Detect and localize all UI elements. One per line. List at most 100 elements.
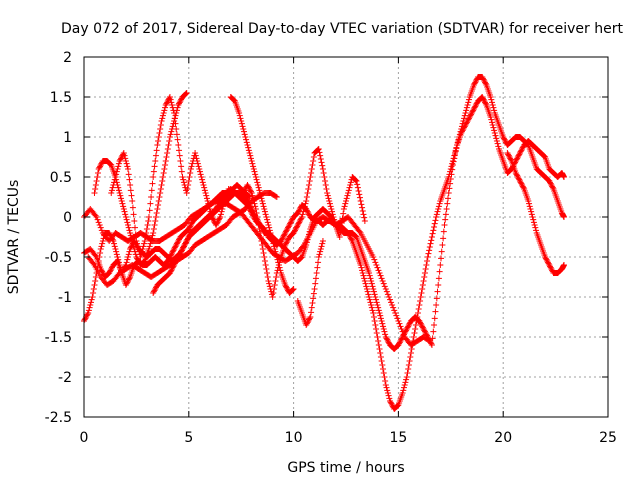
plus-marker (517, 148, 524, 155)
plus-marker (506, 154, 513, 160)
plus-marker (365, 291, 372, 298)
plus-marker (429, 335, 436, 342)
plus-marker (310, 158, 317, 164)
plus-marker (108, 264, 115, 271)
plus-marker (432, 217, 439, 224)
plus-marker (120, 203, 127, 210)
plus-marker (345, 230, 352, 236)
plus-marker (282, 282, 289, 288)
plus-marker (303, 198, 310, 204)
plus-marker (419, 282, 426, 288)
plus-marker (377, 354, 384, 360)
plus-marker (257, 230, 264, 236)
plus-marker (343, 198, 349, 204)
plus-marker (387, 296, 394, 303)
plus-marker (215, 202, 222, 208)
plus-marker (396, 340, 403, 347)
plus-marker (99, 240, 106, 247)
plus-marker (276, 259, 283, 266)
plus-marker (159, 112, 166, 119)
plus-marker (516, 176, 523, 183)
plus-marker (262, 262, 269, 268)
plus-marker (172, 120, 179, 127)
plus-marker (257, 192, 264, 199)
plus-marker (143, 226, 150, 232)
plus-marker (263, 266, 270, 272)
plus-marker (375, 304, 382, 311)
plus-marker (173, 256, 180, 263)
plus-marker (441, 222, 448, 228)
plus-marker (83, 312, 90, 319)
plus-marker (366, 296, 373, 303)
plus-marker (116, 190, 123, 196)
plus-marker (283, 239, 290, 246)
plus-marker (494, 140, 501, 147)
plus-marker (95, 166, 102, 172)
plus-marker (115, 187, 122, 194)
plus-marker (376, 346, 383, 352)
plus-marker (400, 387, 407, 394)
plus-marker (384, 336, 391, 343)
plus-marker (392, 310, 399, 316)
plus-marker (489, 119, 496, 126)
plus-marker (247, 152, 254, 159)
plus-marker (299, 211, 306, 218)
plus-marker (370, 254, 377, 260)
plus-marker (433, 211, 440, 218)
plus-marker (448, 163, 455, 170)
plus-marker (164, 98, 171, 104)
plus-marker (384, 390, 391, 396)
plus-marker (285, 236, 292, 243)
series-track-8 (227, 94, 297, 296)
plus-marker (192, 150, 199, 156)
plus-marker (492, 132, 499, 139)
plus-marker (241, 187, 248, 194)
plus-marker (192, 152, 199, 159)
plus-marker (312, 280, 319, 287)
plus-marker (271, 243, 278, 250)
plus-marker (194, 160, 201, 167)
plus-marker (151, 287, 158, 294)
plus-marker (470, 82, 477, 88)
plus-marker (163, 154, 170, 160)
plus-marker (379, 362, 386, 368)
plus-marker (373, 262, 380, 268)
plus-marker (361, 278, 368, 284)
plus-marker (266, 283, 273, 290)
plus-marker (488, 96, 495, 103)
plus-marker (382, 334, 389, 340)
plus-marker (172, 112, 179, 119)
plus-marker (193, 155, 200, 162)
plus-marker (149, 180, 156, 187)
plus-marker (472, 102, 479, 108)
plus-marker (152, 152, 159, 159)
plus-marker (150, 230, 157, 236)
plus-marker (294, 222, 301, 228)
plus-marker (248, 190, 255, 196)
plus-marker (264, 216, 271, 223)
plus-marker (120, 151, 127, 158)
plus-marker (239, 123, 246, 130)
plus-marker (169, 250, 176, 256)
plus-marker (141, 238, 148, 244)
plus-marker (371, 318, 378, 324)
plus-marker (515, 175, 522, 182)
plus-marker (176, 99, 183, 106)
plus-marker (294, 223, 301, 230)
plus-marker (122, 211, 129, 218)
plus-marker (391, 307, 398, 314)
plus-marker (215, 200, 222, 207)
plus-marker (96, 164, 103, 171)
plus-marker (169, 248, 176, 255)
x-tick-label: 10 (285, 430, 303, 446)
plus-marker (518, 147, 525, 154)
plus-marker (132, 224, 139, 231)
plus-marker (384, 387, 391, 394)
plus-marker (500, 134, 507, 140)
plus-marker (171, 262, 178, 268)
plus-marker (125, 278, 132, 284)
data-points (81, 74, 567, 412)
plus-marker (322, 182, 329, 188)
plus-marker (434, 208, 441, 215)
plus-marker (123, 216, 130, 223)
